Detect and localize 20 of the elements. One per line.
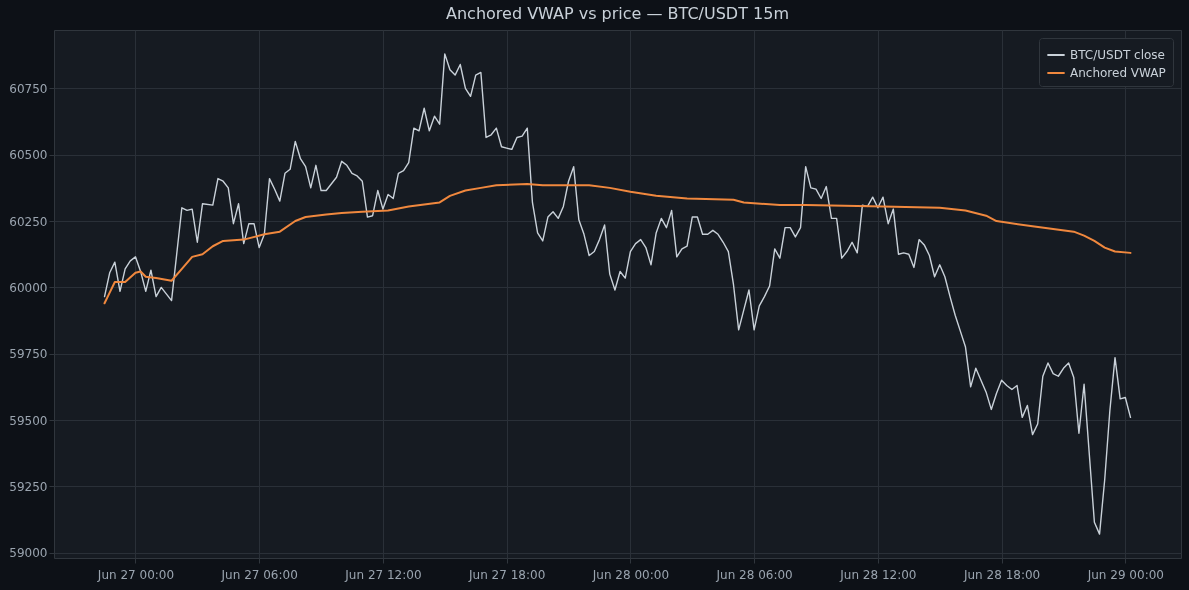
y-tick-label: 60500 — [9, 148, 48, 163]
y-tick-label: 59750 — [9, 347, 48, 362]
x-tick-label: Jun 27 12:00 — [344, 567, 422, 582]
x-tick-label: Jun 28 12:00 — [839, 567, 917, 582]
legend-label: BTC/USDT close — [1070, 48, 1165, 62]
y-tick-label: 60000 — [9, 280, 48, 295]
x-tick-label: Jun 29 00:00 — [1086, 567, 1164, 582]
chart-title: Anchored VWAP vs price — BTC/USDT 15m — [446, 4, 789, 23]
x-tick-label: Jun 28 06:00 — [715, 567, 793, 582]
y-tick-label: 60250 — [9, 214, 48, 229]
x-tick-label: Jun 27 00:00 — [96, 567, 175, 582]
y-tick-label: 60750 — [9, 81, 48, 96]
y-tick-label: 59500 — [9, 413, 48, 428]
y-tick-label: 59000 — [9, 546, 48, 561]
x-tick-label: Jun 27 06:00 — [220, 567, 298, 582]
legend-label: Anchored VWAP — [1070, 66, 1166, 80]
x-tick-label: Jun 28 00:00 — [591, 567, 670, 582]
y-tick-label: 59250 — [9, 479, 48, 494]
x-tick-label: Jun 27 18:00 — [468, 567, 546, 582]
x-tick-label: Jun 28 18:00 — [962, 567, 1041, 582]
